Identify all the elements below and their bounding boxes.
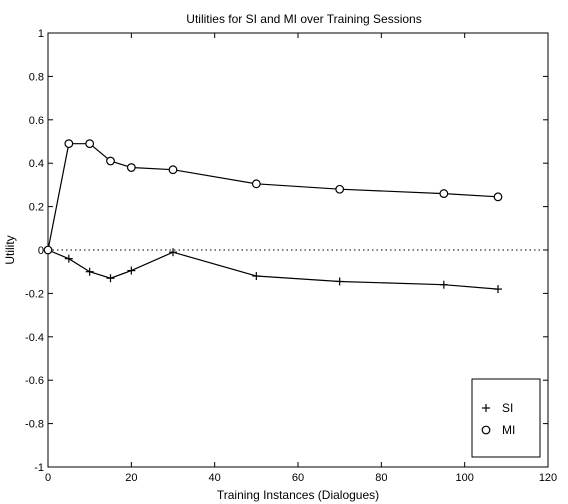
- data-point-si: [169, 248, 177, 257]
- x-tick-label: 100: [455, 472, 473, 484]
- x-tick-label: 120: [539, 472, 557, 484]
- y-tick-label: 0.4: [29, 158, 44, 170]
- series-mi: [43, 139, 503, 255]
- data-point-si: [335, 277, 344, 286]
- x-tick-label: 40: [209, 472, 221, 484]
- data-point-si: [252, 272, 261, 281]
- y-tick-label: 0.8: [29, 71, 44, 83]
- data-point-mi: [106, 156, 115, 166]
- legend-marker-si: [482, 404, 490, 412]
- y-tick-label: 0.6: [29, 115, 44, 127]
- y-tick-label: -1: [34, 462, 44, 474]
- series-si: [44, 246, 502, 294]
- series-layer: [43, 139, 503, 294]
- legend: SI MI: [471, 378, 541, 458]
- data-point-mi: [335, 184, 345, 194]
- x-tick-label: 20: [125, 472, 137, 484]
- data-point-mi: [439, 189, 449, 198]
- data-point-si: [127, 266, 136, 275]
- x-axis-label: Training Instances (Dialogues): [217, 488, 379, 502]
- x-tick-label: 0: [45, 472, 51, 484]
- data-point-mi: [64, 139, 74, 149]
- y-tick-label: 0: [38, 245, 44, 257]
- legend-label-si: SI: [502, 401, 513, 415]
- x-tick-label: 60: [292, 472, 304, 484]
- y-tick-label: -0.6: [25, 375, 44, 387]
- x-tick-label: 80: [375, 472, 387, 484]
- data-point-mi: [126, 163, 136, 172]
- series-line-mi: [47, 143, 499, 251]
- data-point-mi: [493, 192, 503, 202]
- y-tick-label: -0.4: [25, 332, 44, 344]
- legend-box: [471, 378, 541, 458]
- data-point-mi: [85, 139, 95, 149]
- data-point-si: [64, 254, 73, 263]
- data-point-mi: [168, 165, 178, 175]
- legend-marker-mi: [481, 425, 491, 435]
- y-axis-label: Utility: [3, 235, 17, 264]
- data-point-si: [85, 267, 94, 276]
- y-tick-label: 1: [38, 28, 44, 40]
- data-point-si: [439, 280, 448, 289]
- data-point-mi: [43, 245, 53, 255]
- series-line-si: [47, 249, 499, 290]
- chart-title: Utilities for SI and MI over Training Se…: [186, 12, 421, 26]
- axis-ticks: 0 20 40 60 80 100 120 -1 -0.8 -0.6 -0.4 -0.2 0 0.2 0.4…: [25, 28, 557, 484]
- y-tick-label: -0.2: [25, 288, 44, 300]
- data-point-si: [106, 274, 115, 283]
- data-point-mi: [251, 179, 261, 189]
- y-tick-label: -0.8: [25, 419, 44, 431]
- y-tick-label: 0.2: [29, 202, 44, 214]
- data-point-si: [494, 285, 502, 294]
- legend-label-mi: MI: [502, 423, 515, 437]
